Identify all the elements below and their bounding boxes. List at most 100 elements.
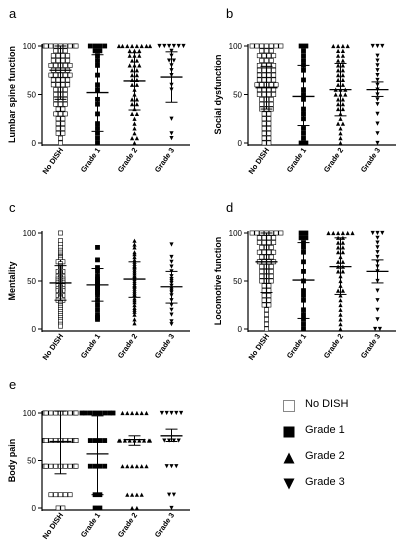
data-point: [60, 106, 66, 112]
data-point: [125, 492, 130, 497]
legend-marker-grade-2: [283, 452, 295, 464]
data-point: [266, 283, 272, 289]
data-point: [259, 82, 265, 88]
data-point: [55, 77, 61, 83]
data-point: [261, 249, 267, 255]
data-point: [60, 116, 66, 122]
data-point: [87, 43, 93, 49]
data-point: [167, 43, 172, 49]
data-point: [53, 92, 59, 97]
data-point: [130, 43, 135, 49]
data-point: [261, 297, 267, 303]
data-point: [102, 410, 108, 416]
data-point: [132, 121, 137, 126]
data-point: [130, 136, 135, 141]
data-point: [87, 463, 93, 469]
y-tick-label: 50: [27, 91, 36, 100]
data-point: [53, 72, 59, 78]
data-point: [375, 121, 380, 126]
data-point: [97, 463, 103, 469]
data-point: [55, 82, 61, 88]
data-point: [50, 82, 56, 88]
data-point: [169, 259, 174, 264]
data-point: [48, 438, 54, 443]
y-tick-label: 50: [233, 91, 242, 100]
y-tick-label: 100: [229, 229, 243, 238]
data-point: [169, 136, 174, 141]
data-point: [169, 307, 174, 312]
data-point: [333, 92, 338, 97]
data-point: [134, 73, 139, 78]
data-point: [336, 63, 341, 68]
data-point: [67, 410, 73, 416]
data-point: [266, 77, 272, 83]
data-point: [266, 292, 272, 298]
data-point: [130, 492, 135, 497]
data-point: [301, 53, 306, 59]
data-point: [375, 240, 380, 245]
data-point: [65, 82, 71, 88]
data-point: [373, 326, 378, 332]
data-point: [301, 48, 306, 54]
data-point: [48, 410, 54, 416]
data-point: [340, 73, 345, 78]
y-tick-label: 100: [23, 229, 37, 238]
data-point: [259, 43, 265, 49]
data-point: [67, 43, 73, 49]
data-point: [264, 58, 269, 63]
data-point: [380, 230, 385, 236]
data-point: [55, 126, 61, 131]
data-point: [130, 73, 135, 78]
data-point: [53, 101, 59, 107]
data-point: [55, 53, 61, 59]
data-point: [375, 298, 380, 303]
data-point: [130, 82, 135, 87]
data-point: [301, 326, 306, 332]
data-point: [338, 298, 343, 303]
data-point: [137, 48, 142, 53]
data-point: [55, 121, 61, 126]
y-axis-label: Lumbar spine function: [7, 46, 17, 143]
data-point: [375, 317, 380, 322]
data-point: [264, 316, 269, 322]
data-point: [301, 58, 306, 63]
data-point: [336, 58, 341, 63]
x-tick-label: Grade 1: [285, 332, 308, 360]
data-point: [256, 62, 262, 68]
panel-a: a 0 50 100 Lumbar spine function No DISH Grade…: [7, 6, 190, 176]
data-point: [340, 245, 345, 250]
data-point: [110, 410, 116, 416]
data-point: [95, 257, 100, 263]
data-point: [60, 53, 66, 59]
data-point: [62, 438, 68, 443]
legend-marker-no-dish: [283, 400, 295, 412]
y-tick-label: 0: [238, 139, 243, 148]
x-tick-label: Grade 3: [359, 146, 382, 174]
data-point: [50, 77, 56, 83]
data-point: [264, 43, 269, 49]
data-point: [261, 67, 267, 73]
data-point: [259, 96, 265, 102]
data-point: [139, 410, 144, 416]
data-point: [67, 463, 73, 469]
data-point: [53, 87, 59, 93]
data-point: [62, 48, 68, 54]
data-point: [67, 438, 73, 443]
data-point: [336, 240, 341, 245]
data-point: [139, 43, 144, 49]
data-point: [169, 322, 174, 327]
data-point: [120, 464, 125, 469]
data-point: [264, 312, 269, 317]
data-point: [169, 242, 174, 247]
x-tick-label: No DISH: [41, 511, 66, 541]
data-point: [336, 82, 341, 87]
data-point: [338, 317, 343, 322]
data-point: [95, 302, 100, 308]
data-point: [261, 121, 267, 126]
data-point: [261, 235, 267, 241]
data-point: [127, 63, 132, 68]
data-point: [303, 140, 309, 146]
data-point: [137, 63, 142, 68]
data-point: [181, 43, 186, 49]
data-point: [271, 67, 277, 73]
